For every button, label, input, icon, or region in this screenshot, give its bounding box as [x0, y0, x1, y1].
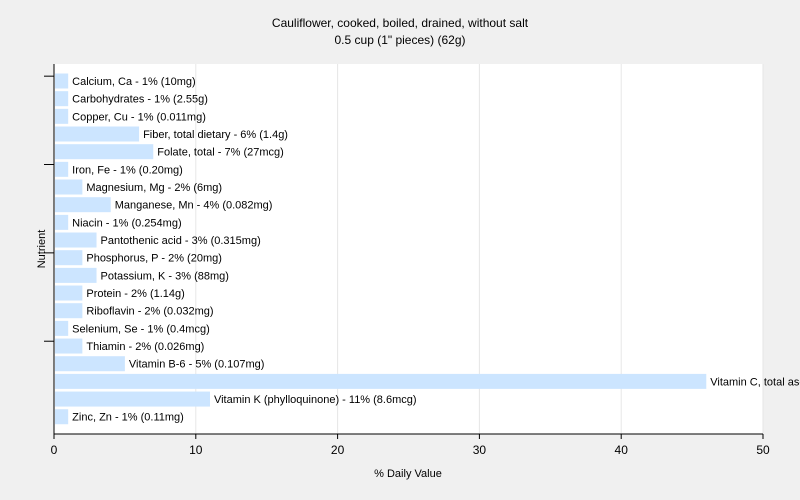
- gridlines: [195, 64, 764, 434]
- bar: [55, 267, 97, 283]
- bar-label: Phosphorus, P - 2% (20mg): [86, 253, 222, 265]
- bar: [55, 108, 69, 124]
- bar: [55, 197, 111, 213]
- bar: [55, 250, 83, 266]
- x-tick-label: 40: [615, 443, 629, 457]
- bar-label: Folate, total - 7% (27mcg): [157, 147, 284, 159]
- plot-area: [54, 64, 763, 434]
- bar: [55, 91, 69, 107]
- bar: [55, 320, 69, 336]
- bar: [55, 179, 83, 195]
- bar: [55, 214, 69, 230]
- bar: [55, 338, 83, 354]
- x-tick-label: 50: [756, 443, 770, 457]
- bar-label: Vitamin B-6 - 5% (0.107mg): [129, 359, 265, 371]
- bar: [55, 409, 69, 425]
- bar-label: Protein - 2% (1.14g): [86, 288, 184, 300]
- bar-label: Potassium, K - 3% (88mg): [101, 270, 229, 282]
- bar-label: Manganese, Mn - 4% (0.082mg): [115, 200, 273, 212]
- bar: [55, 161, 69, 177]
- x-tick-label: 20: [331, 443, 345, 457]
- bar: [55, 144, 154, 160]
- chart-subtitle: 0.5 cup (1" pieces) (62g): [335, 33, 466, 47]
- bar: [55, 391, 210, 407]
- bar-label: Thiamin - 2% (0.026mg): [86, 341, 204, 353]
- bar-label: Fiber, total dietary - 6% (1.4g): [143, 129, 288, 141]
- bars-group: Calcium, Ca - 1% (10mg) Carbohydrates - 1…: [55, 73, 800, 425]
- axes-group: 0 10 20 30 40 50: [44, 64, 770, 457]
- bar: [55, 356, 125, 372]
- bar: [55, 73, 69, 89]
- bar-label: Pantothenic acid - 3% (0.315mg): [101, 235, 261, 247]
- bar: [55, 232, 97, 248]
- x-tick-label: 10: [189, 443, 203, 457]
- x-axis-title: % Daily Value: [374, 468, 442, 480]
- bar-label: Iron, Fe - 1% (0.20mg): [72, 164, 183, 176]
- bar-label: Magnesium, Mg - 2% (6mg): [86, 182, 222, 194]
- bar: [55, 285, 83, 301]
- bar-label: Niacin - 1% (0.254mg): [72, 217, 181, 229]
- bar-label: Selenium, Se - 1% (0.4mcg): [72, 323, 210, 335]
- y-axis-title: Nutrient: [36, 230, 48, 269]
- bar-label: Calcium, Ca - 1% (10mg): [72, 76, 195, 88]
- x-tick-label: 0: [51, 443, 58, 457]
- bar: [55, 373, 707, 389]
- bar-label: Zinc, Zn - 1% (0.11mg): [72, 412, 184, 424]
- bar-label: Carbohydrates - 1% (2.55g): [72, 94, 208, 106]
- bar-label: Vitamin K (phylloquinone) - 11% (8.6mcg): [214, 394, 417, 406]
- bar: [55, 126, 140, 142]
- bar-label: Vitamin C, total ascorbic acid - 46% (27…: [710, 376, 800, 388]
- x-tick-label: 30: [473, 443, 487, 457]
- bar-label: Riboflavin - 2% (0.032mg): [86, 306, 213, 318]
- bar: [55, 303, 83, 319]
- chart-title: Cauliflower, cooked, boiled, drained, wi…: [272, 16, 529, 30]
- bar-label: Copper, Cu - 1% (0.011mg): [72, 111, 206, 123]
